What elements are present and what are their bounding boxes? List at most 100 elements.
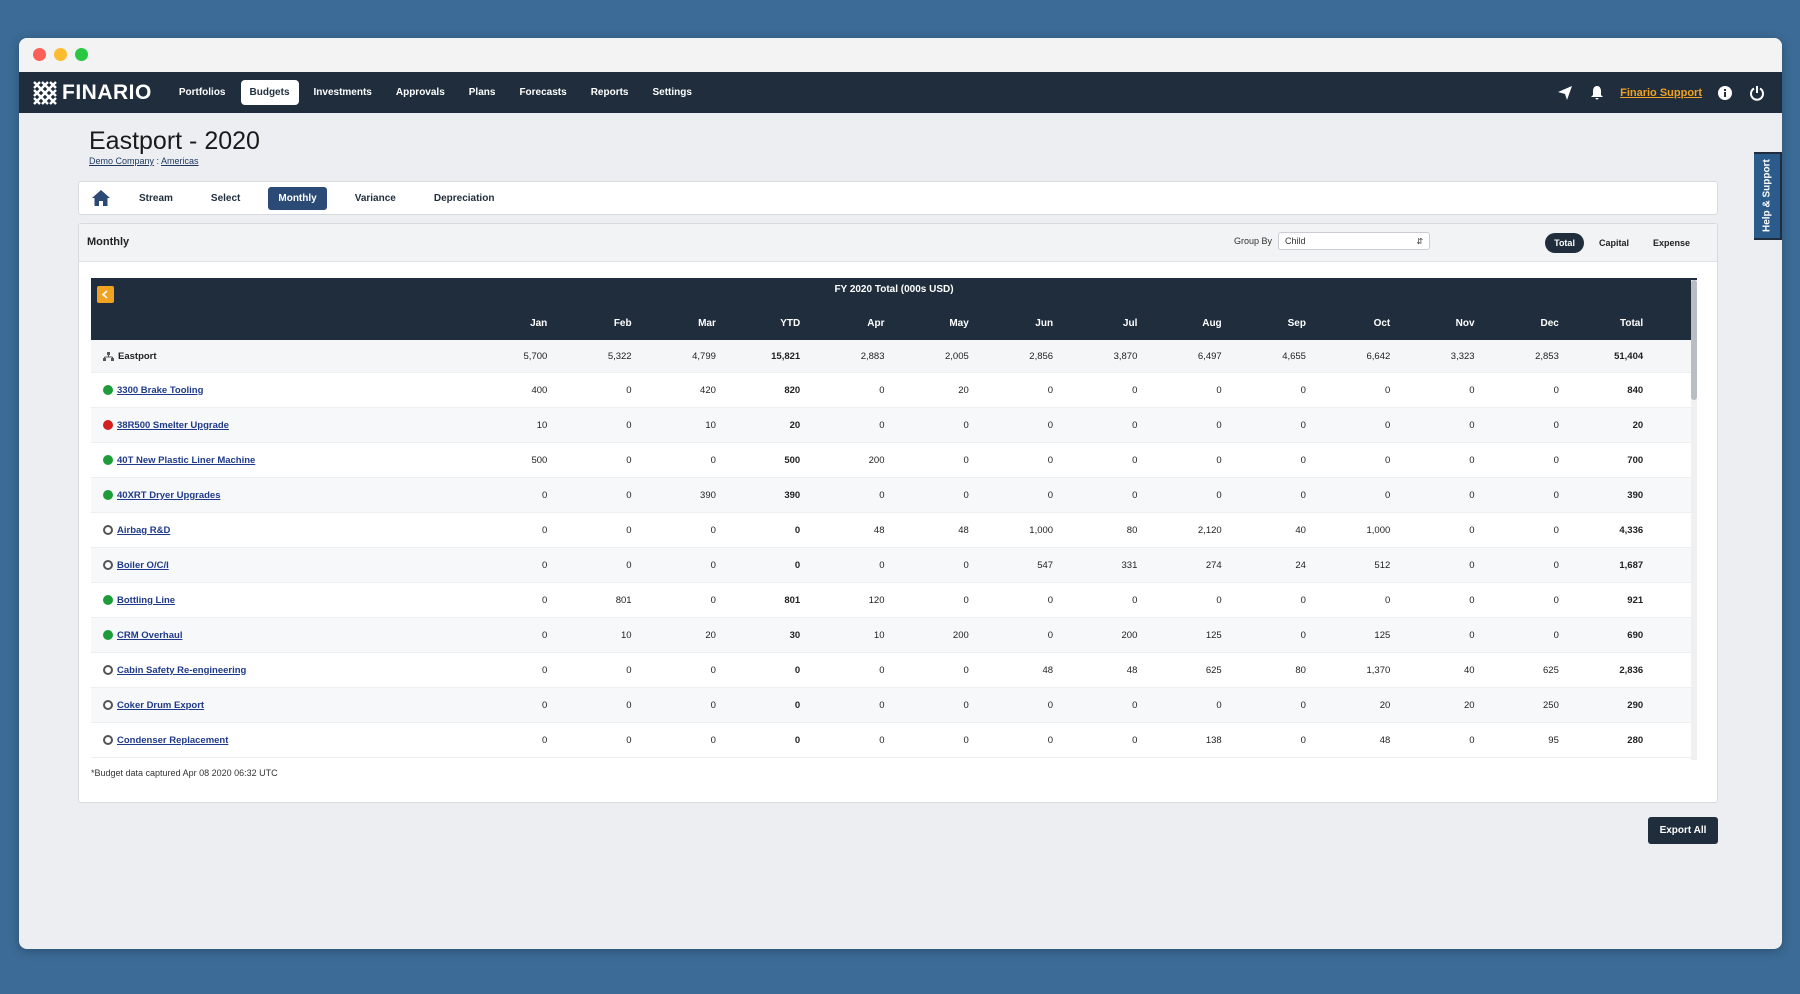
tab-stream[interactable]: Stream [139,192,173,204]
table-row: Airbag R&D 0 0 0 0 48 48 1,000 80 2,120 40 1,000 0 0 4… [91,513,1697,548]
project-name-cell: Bottling Line [91,595,471,606]
cell-jun: 0 [1047,629,1054,641]
summary-value-aug: 6,497 [1197,350,1222,362]
project-link[interactable]: 40T New Plastic Liner Machine [117,454,256,466]
status-green-icon [103,490,113,500]
cell-ytd: 0 [794,734,801,746]
cell-jun: 48 [1042,664,1054,676]
cell-dec: 250 [1543,699,1559,711]
cell-total: 690 [1627,629,1644,641]
project-link[interactable]: Bottling Line [117,594,176,606]
cell-ytd: 20 [789,419,801,431]
cell-oct: 0 [1384,454,1391,466]
tab-variance[interactable]: Variance [354,192,396,204]
cell-sep: 24 [1295,559,1306,571]
project-link[interactable]: Airbag R&D [117,524,171,536]
status-open-icon [103,700,113,710]
project-name-cell: Condenser Replacement [91,735,471,746]
cell-mar: 390 [700,489,716,501]
brand-name: FINARIO [62,80,152,104]
cell-jun: 0 [1047,699,1054,711]
cell-aug: 125 [1205,629,1222,641]
summary-name-cell: Eastport [91,351,471,362]
group-by-value: Child [1285,236,1306,246]
collapse-button[interactable] [97,286,114,303]
table-row: CRM Overhaul 0 10 20 30 10 200 0 200 125 0 125 0 0 690 [91,618,1697,653]
budget-type-toggle: Total Capital Expense [1539,233,1699,253]
nav-item-plans[interactable]: Plans [468,87,496,98]
data-capture-footnote: *Budget data captured Apr 08 2020 06:32 … [91,768,278,778]
cell-jan: 0 [542,524,548,536]
nav-item-settings[interactable]: Settings [652,87,692,98]
cell-aug: 138 [1205,734,1222,746]
nav-item-reports[interactable]: Reports [590,87,629,98]
status-open-icon [103,525,113,535]
group-by-select[interactable]: Child ⇵ [1278,232,1431,250]
nav-item-forecasts[interactable]: Forecasts [519,87,567,98]
cell-oct: 1,370 [1366,664,1391,676]
brand-logo[interactable]: FINARIO [32,80,152,106]
app-window: FINARIO Portfolios Budgets Investments Appr… [19,38,1782,949]
select-arrows-icon: ⇵ [1416,236,1424,246]
status-open-icon [103,665,113,675]
scrollbar-thumb[interactable] [1691,280,1697,400]
finario-support-link[interactable]: Finario Support [1620,86,1702,99]
cell-total: 921 [1627,594,1644,606]
nav-item-budgets[interactable]: Budgets [240,80,299,105]
project-link[interactable]: Boiler O/C/I [117,559,169,571]
cell-apr: 0 [879,734,885,746]
cell-jan: 10 [536,419,548,431]
column-header-name [91,318,471,329]
tab-depreciation[interactable]: Depreciation [433,192,495,204]
column-headers: Jan Feb Mar YTD Apr May Jun Jul Aug Sep Oct Nov Dec T… [91,318,1697,329]
cell-apr: 0 [879,699,885,711]
nav-item-investments[interactable]: Investments [313,87,372,98]
cell-may: 0 [963,734,969,746]
project-link[interactable]: Cabin Safety Re-engineering [117,664,247,676]
toggle-capital[interactable]: Capital [1598,238,1629,248]
breadcrumb-region-link[interactable]: Americas [161,156,199,166]
project-link[interactable]: 3300 Brake Tooling [117,384,204,396]
export-all-button[interactable]: Export All [1648,817,1718,844]
cell-feb: 0 [626,489,632,501]
toggle-total[interactable]: Total [1545,233,1584,253]
home-icon[interactable] [91,188,111,208]
cell-aug: 0 [1216,454,1222,466]
info-icon[interactable] [1716,84,1734,102]
project-link[interactable]: 38R500 Smelter Upgrade [117,419,229,431]
nav-item-portfolios[interactable]: Portfolios [178,87,226,98]
cell-apr: 0 [879,384,885,396]
project-link[interactable]: Coker Drum Export [117,699,205,711]
cell-mar: 20 [705,629,716,641]
close-window-button[interactable] [33,48,46,61]
cell-sep: 0 [1300,699,1306,711]
minimize-window-button[interactable] [54,48,67,61]
column-header-aug: Aug [1202,318,1222,329]
power-icon[interactable] [1748,84,1766,102]
project-link[interactable]: Condenser Replacement [117,734,229,746]
table-header: FY 2020 Total (000s USD) Jan Feb Mar YTD Apr… [91,278,1697,340]
status-open-icon [103,735,113,745]
chevron-left-icon [101,290,108,299]
project-link[interactable]: 40XRT Dryer Upgrades [117,489,221,501]
table-scrollbar[interactable] [1691,280,1697,760]
cell-may: 0 [963,664,969,676]
cell-oct: 0 [1384,384,1391,396]
cell-aug: 274 [1205,559,1222,571]
toggle-expense[interactable]: Expense [1652,238,1690,248]
cell-jan: 0 [542,594,548,606]
maximize-window-button[interactable] [75,48,88,61]
cell-total: 2,836 [1619,664,1644,676]
tab-monthly[interactable]: Monthly [268,186,327,210]
tab-select[interactable]: Select [210,192,241,204]
breadcrumb-company-link[interactable]: Demo Company [89,156,155,166]
send-icon[interactable] [1556,84,1574,102]
cell-nov: 0 [1469,419,1475,431]
cell-ytd: 30 [789,629,801,641]
bell-icon[interactable] [1588,84,1606,102]
project-link[interactable]: CRM Overhaul [117,629,183,641]
help-support-tab[interactable]: Help & Support [1754,152,1782,240]
cell-apr: 0 [879,559,885,571]
nav-item-approvals[interactable]: Approvals [395,87,445,98]
cell-mar: 0 [710,664,716,676]
